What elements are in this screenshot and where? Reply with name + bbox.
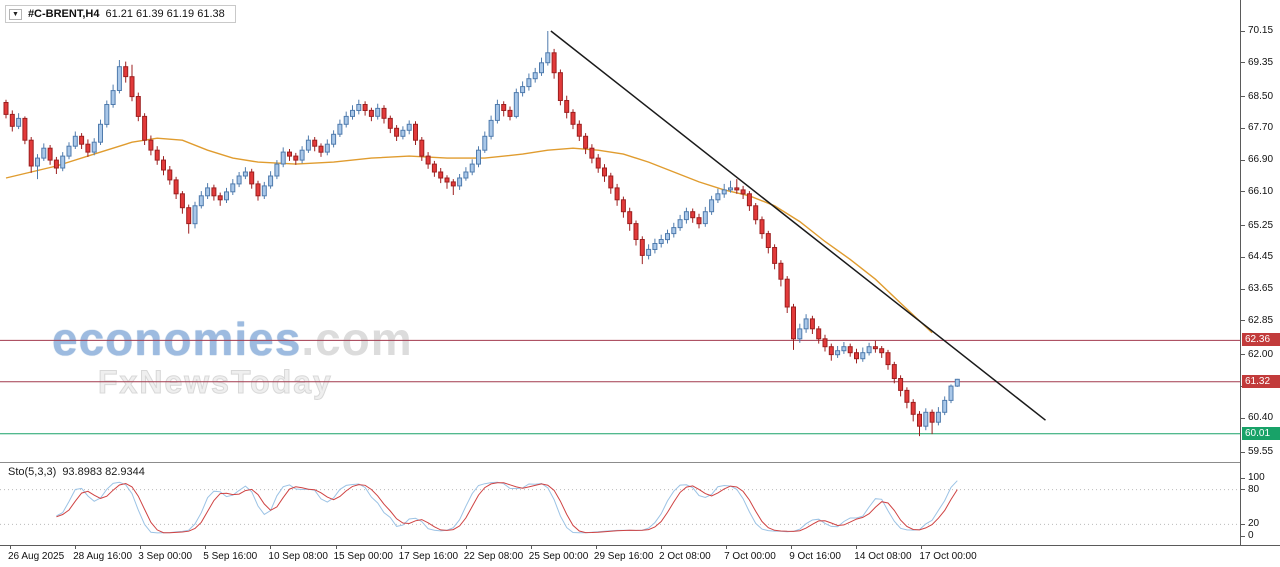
time-tick-mark bbox=[530, 546, 532, 549]
time-axis-label: 14 Oct 08:00 bbox=[854, 551, 912, 562]
price-tick-mark bbox=[1241, 225, 1245, 227]
price-tick-label: 63.65 bbox=[1248, 283, 1274, 295]
time-tick-mark bbox=[10, 546, 11, 549]
time-tick-mark bbox=[270, 546, 272, 549]
sto-tick-mark bbox=[1241, 535, 1245, 537]
time-tick-mark bbox=[75, 546, 77, 549]
time-tick-mark bbox=[140, 546, 142, 549]
symbol-quote-bar[interactable]: ▼ #C-BRENT,H4 61.21 61.39 61.19 61.38 bbox=[5, 5, 236, 23]
price-tick-label: 69.35 bbox=[1248, 56, 1274, 68]
indicator-name: Sto(5,3,3) bbox=[8, 466, 57, 478]
stochastic-d-line bbox=[56, 482, 958, 534]
main-candlestick-chart[interactable] bbox=[0, 0, 1240, 462]
sto-tick-mark bbox=[1241, 523, 1245, 525]
time-tick-mark bbox=[726, 546, 728, 549]
time-axis-label: 22 Sep 08:00 bbox=[463, 551, 524, 562]
moving-average-line bbox=[5, 137, 933, 334]
price-tick-label: 62.00 bbox=[1248, 348, 1274, 360]
price-tick-label: 70.15 bbox=[1248, 25, 1274, 36]
time-axis-label: 7 Oct 00:00 bbox=[724, 551, 776, 562]
price-tick-mark bbox=[1241, 417, 1245, 419]
price-tick-mark bbox=[1241, 451, 1245, 453]
price-tick-label: 59.55 bbox=[1248, 446, 1274, 457]
time-axis-label: 15 Sep 00:00 bbox=[333, 551, 394, 562]
price-tick-mark bbox=[1241, 354, 1245, 356]
level-price-badge: 60.01 bbox=[1242, 426, 1280, 440]
price-tick-mark bbox=[1241, 96, 1245, 98]
sto-axis-label: 100 bbox=[1248, 472, 1265, 483]
sto-tick-mark bbox=[1241, 489, 1245, 491]
indicator-values: 93.8983 82.9344 bbox=[62, 466, 145, 478]
price-tick-mark bbox=[1241, 288, 1245, 290]
sto-tick-mark bbox=[1241, 477, 1245, 479]
price-tick-mark bbox=[1241, 320, 1245, 322]
time-axis-label: 26 Aug 2025 bbox=[8, 551, 65, 562]
price-tick-mark bbox=[1241, 159, 1245, 161]
price-axis[interactable]: 70.15 69.35 68.50 67.70 66.90 66.10 65.25 64.45… bbox=[1240, 0, 1280, 545]
symbol-dropdown-icon[interactable]: ▼ bbox=[9, 8, 22, 20]
time-axis-label: 5 Sep 16:00 bbox=[203, 551, 258, 562]
time-tick-mark bbox=[595, 546, 597, 549]
time-axis-label: 17 Oct 00:00 bbox=[919, 551, 977, 562]
price-tick-label: 66.90 bbox=[1248, 154, 1274, 166]
time-axis-separator bbox=[0, 545, 1280, 546]
time-tick-mark bbox=[921, 546, 923, 549]
time-axis-label: 17 Sep 16:00 bbox=[398, 551, 459, 562]
price-tick-mark bbox=[1241, 127, 1245, 129]
symbol-label: #C-BRENT,H4 bbox=[27, 8, 100, 20]
panel-splitter[interactable] bbox=[0, 462, 1280, 463]
time-axis-label: 3 Sep 00:00 bbox=[138, 551, 193, 562]
candles-layer bbox=[3, 31, 960, 437]
level-price-badge: 61.32 bbox=[1242, 374, 1280, 388]
quote-ohlc-values: 61.21 61.39 61.19 61.38 bbox=[105, 8, 225, 20]
stochastic-k-line bbox=[56, 480, 958, 534]
time-tick-mark bbox=[661, 546, 662, 549]
level-price-badge: 62.36 bbox=[1242, 333, 1280, 347]
sto-axis-label: 20 bbox=[1248, 518, 1260, 530]
time-axis-label: 10 Sep 08:00 bbox=[268, 551, 328, 562]
time-tick-mark bbox=[856, 546, 858, 549]
price-tick-mark bbox=[1241, 62, 1245, 64]
time-axis-label: 29 Sep 16:00 bbox=[593, 551, 654, 562]
price-tick-mark bbox=[1241, 30, 1245, 32]
stochastic-panel[interactable] bbox=[0, 464, 1240, 545]
price-tick-label: 68.50 bbox=[1248, 90, 1274, 102]
sto-axis-label: 0 bbox=[1248, 530, 1254, 541]
time-axis-label: 2 Oct 08:00 bbox=[659, 551, 711, 562]
time-axis-label: 25 Sep 00:00 bbox=[528, 551, 589, 562]
price-tick-label: 62.85 bbox=[1248, 314, 1274, 326]
time-tick-mark bbox=[335, 546, 337, 549]
indicator-label: Sto(5,3,3) 93.8983 82.9344 bbox=[8, 466, 145, 478]
time-axis[interactable]: 26 Aug 2025 28 Aug 16:00 3 Sep 00:00 5 Sep … bbox=[0, 546, 1280, 567]
trendline[interactable] bbox=[550, 30, 1046, 421]
time-tick-mark bbox=[400, 546, 402, 549]
price-tick-mark bbox=[1241, 256, 1245, 258]
time-tick-mark bbox=[205, 546, 207, 549]
time-tick-mark bbox=[465, 546, 467, 549]
price-tick-label: 66.10 bbox=[1248, 185, 1274, 197]
price-tick-mark bbox=[1241, 191, 1245, 193]
sto-axis-label: 80 bbox=[1248, 483, 1260, 495]
price-tick-label: 64.45 bbox=[1248, 251, 1274, 263]
price-tick-label: 65.25 bbox=[1248, 219, 1274, 231]
price-tick-label: 60.40 bbox=[1248, 412, 1274, 424]
time-axis-label: 28 Aug 16:00 bbox=[73, 551, 133, 562]
price-tick-label: 67.70 bbox=[1248, 122, 1274, 134]
time-axis-label: 9 Oct 16:00 bbox=[789, 551, 841, 562]
time-tick-mark bbox=[791, 546, 793, 549]
